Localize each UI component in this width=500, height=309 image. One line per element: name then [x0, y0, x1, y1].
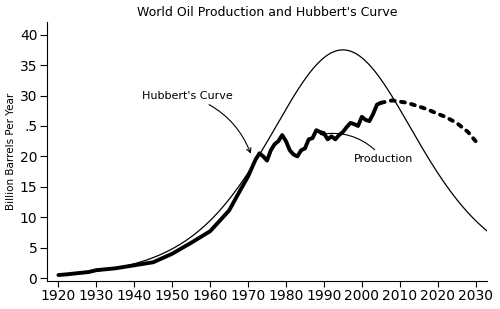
Y-axis label: Billion Barrels Per Year: Billion Barrels Per Year — [6, 93, 16, 210]
Text: Hubbert's Curve: Hubbert's Curve — [142, 91, 251, 153]
Text: Production: Production — [320, 131, 414, 164]
Title: World Oil Production and Hubbert's Curve: World Oil Production and Hubbert's Curve — [137, 6, 398, 19]
